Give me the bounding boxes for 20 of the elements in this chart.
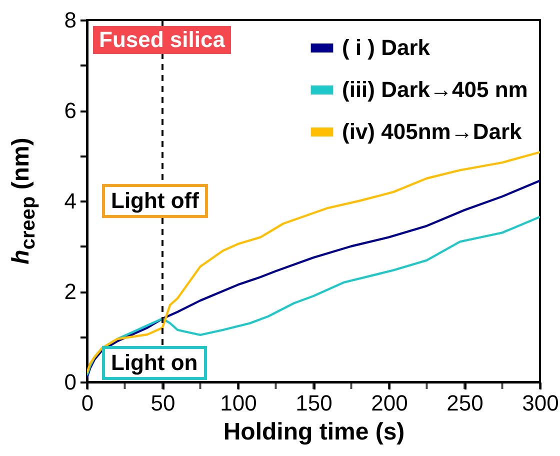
y-tick-label: 6: [64, 98, 76, 123]
y-tick-label: 0: [64, 370, 76, 394]
annotation: Light on: [102, 346, 207, 380]
x-tick-label: 0: [81, 390, 94, 416]
y-tick-label: 2: [64, 279, 76, 304]
legend-label: ( i ) Dark: [342, 35, 431, 60]
x-tick-label: 50: [150, 390, 176, 416]
y-tick-label: 8: [64, 8, 76, 32]
x-tick-label: 250: [446, 390, 484, 416]
line-series: [87, 216, 540, 376]
x-axis-title: Holding time (s): [223, 418, 405, 446]
x-tick-label: 100: [220, 390, 257, 416]
annotation: Light off: [102, 184, 208, 218]
x-tick-label: 150: [296, 390, 332, 416]
y-tick-label: 4: [64, 188, 76, 214]
x-tick-label: 200: [371, 390, 408, 416]
legend-label: (iv) 405nm→Dark: [342, 119, 523, 144]
annotation: Fused silica: [93, 26, 231, 54]
legend-label: (iii) Dark→405 nm: [342, 77, 528, 102]
x-tick-label: 300: [522, 390, 559, 416]
